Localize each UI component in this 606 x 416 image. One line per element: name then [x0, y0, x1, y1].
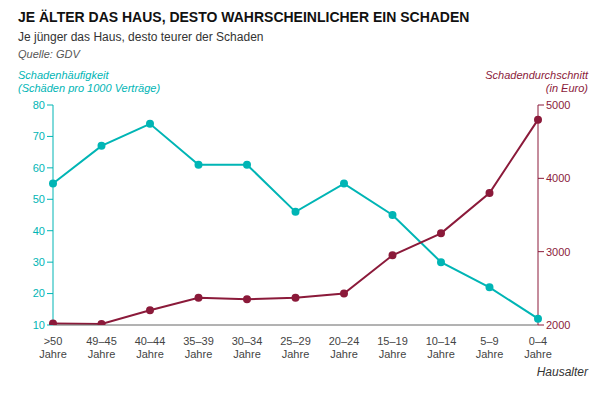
html-text:(in Euro): (in Euro): [545, 82, 588, 94]
svg-text:20: 20: [33, 287, 45, 299]
html-text:JE ÄLTER DAS HAUS, DESTO WAHRS: JE ÄLTER DAS HAUS, DESTO WAHRSCHEINLICHE…: [18, 9, 470, 25]
html-text:Schadenhäufigkeit: Schadenhäufigkeit: [18, 69, 109, 81]
html-text:Je jünger das Haus, desto teur: Je jünger das Haus, desto teurer der Sch…: [18, 30, 264, 44]
html-text:Hausalter: Hausalter: [536, 365, 588, 379]
svg-text:25–29Jahre: 25–29Jahre: [280, 335, 311, 360]
svg-text:10–14Jahre: 10–14Jahre: [426, 335, 457, 360]
svg-text:30–34Jahre: 30–34Jahre: [232, 335, 263, 360]
svg-text:49–45Jahre: 49–45Jahre: [86, 335, 117, 360]
svg-text:5000: 5000: [546, 99, 570, 111]
svg-text:40: 40: [33, 225, 45, 237]
svg-text:80: 80: [33, 99, 45, 111]
html-text:Schadendurchschnitt: Schadendurchschnitt: [485, 69, 588, 81]
svg-text:>50Jahre: >50Jahre: [39, 335, 67, 360]
svg-text:15–19Jahre: 15–19Jahre: [377, 335, 408, 360]
html-text:Quelle: GDV: Quelle: GDV: [18, 48, 80, 60]
svg-text:3000: 3000: [546, 246, 570, 258]
svg-text:70: 70: [33, 130, 45, 142]
svg-text:5–9Jahre: 5–9Jahre: [476, 335, 504, 360]
svg-text:50: 50: [33, 193, 45, 205]
svg-text:60: 60: [33, 162, 45, 174]
svg-text:35–39Jahre: 35–39Jahre: [183, 335, 214, 360]
svg-text:10: 10: [33, 319, 45, 331]
svg-text:40–44Jahre: 40–44Jahre: [135, 335, 166, 360]
html-text:(Schäden pro 1000 Verträge): (Schäden pro 1000 Verträge): [18, 82, 161, 94]
svg-text:20–24Jahre: 20–24Jahre: [329, 335, 360, 360]
svg-text:0–4Jahre: 0–4Jahre: [524, 335, 552, 360]
svg-text:30: 30: [33, 256, 45, 268]
svg-text:4000: 4000: [546, 172, 570, 184]
svg-text:2000: 2000: [546, 319, 570, 331]
